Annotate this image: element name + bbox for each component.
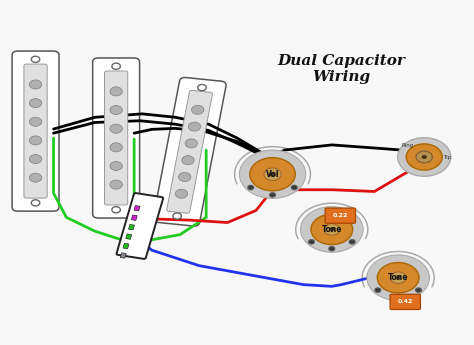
- Circle shape: [239, 150, 306, 198]
- Circle shape: [29, 117, 42, 126]
- Circle shape: [110, 180, 122, 189]
- Circle shape: [112, 207, 120, 213]
- Circle shape: [349, 240, 355, 244]
- Circle shape: [179, 172, 191, 181]
- Circle shape: [248, 186, 254, 190]
- Circle shape: [185, 139, 197, 148]
- Bar: [131, 215, 137, 220]
- Circle shape: [395, 276, 401, 280]
- Circle shape: [182, 156, 194, 165]
- Text: Dual Capacitor
Wiring: Dual Capacitor Wiring: [277, 54, 405, 84]
- Circle shape: [416, 151, 432, 163]
- Text: Tone: Tone: [321, 225, 342, 234]
- Bar: [134, 206, 140, 211]
- Circle shape: [292, 186, 297, 190]
- Circle shape: [390, 272, 406, 284]
- Bar: [123, 243, 129, 249]
- FancyBboxPatch shape: [24, 64, 47, 198]
- Circle shape: [110, 87, 122, 96]
- Text: Ring: Ring: [401, 143, 414, 148]
- Circle shape: [311, 214, 353, 245]
- Circle shape: [31, 56, 40, 62]
- Circle shape: [29, 99, 42, 108]
- Circle shape: [110, 124, 122, 133]
- Circle shape: [191, 105, 204, 114]
- FancyBboxPatch shape: [153, 78, 226, 226]
- Circle shape: [309, 240, 314, 244]
- Circle shape: [110, 161, 122, 170]
- FancyBboxPatch shape: [104, 71, 128, 205]
- Circle shape: [29, 173, 42, 182]
- Text: 0.42: 0.42: [398, 299, 413, 304]
- Circle shape: [31, 200, 40, 206]
- Circle shape: [329, 227, 335, 231]
- FancyBboxPatch shape: [167, 90, 212, 213]
- Circle shape: [175, 189, 188, 198]
- Circle shape: [173, 213, 182, 219]
- Circle shape: [188, 122, 201, 131]
- Circle shape: [416, 288, 421, 292]
- Circle shape: [250, 158, 295, 191]
- Circle shape: [198, 85, 206, 91]
- Circle shape: [29, 155, 42, 164]
- Text: Tone: Tone: [388, 273, 409, 282]
- Circle shape: [264, 168, 281, 180]
- Bar: [126, 234, 132, 239]
- FancyBboxPatch shape: [390, 294, 420, 309]
- Circle shape: [406, 144, 442, 170]
- Circle shape: [367, 255, 429, 300]
- Bar: [128, 225, 135, 230]
- Circle shape: [329, 247, 335, 251]
- Text: Tip: Tip: [443, 155, 451, 160]
- Circle shape: [110, 106, 122, 115]
- FancyBboxPatch shape: [325, 208, 356, 223]
- Circle shape: [269, 172, 276, 177]
- Circle shape: [29, 80, 42, 89]
- Bar: [120, 253, 126, 258]
- FancyBboxPatch shape: [117, 193, 163, 259]
- Circle shape: [398, 138, 451, 176]
- Circle shape: [377, 263, 419, 293]
- Circle shape: [270, 193, 275, 197]
- Circle shape: [110, 143, 122, 152]
- Text: 0.22: 0.22: [333, 213, 348, 218]
- Text: Vol: Vol: [266, 170, 279, 179]
- FancyBboxPatch shape: [12, 51, 59, 211]
- Circle shape: [29, 136, 42, 145]
- Circle shape: [324, 224, 340, 235]
- Circle shape: [395, 295, 401, 299]
- FancyBboxPatch shape: [92, 58, 139, 218]
- Circle shape: [301, 207, 363, 252]
- Circle shape: [112, 63, 120, 69]
- Circle shape: [421, 155, 427, 159]
- Circle shape: [375, 288, 381, 292]
